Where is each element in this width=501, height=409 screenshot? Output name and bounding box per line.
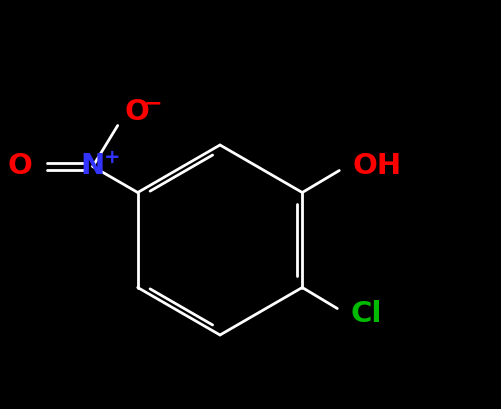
- Text: +: +: [104, 148, 120, 167]
- Text: O: O: [125, 97, 150, 126]
- Text: OH: OH: [352, 153, 401, 180]
- Text: O: O: [8, 153, 33, 180]
- Text: −: −: [144, 94, 162, 114]
- Text: Cl: Cl: [350, 299, 382, 328]
- Text: N: N: [81, 153, 105, 180]
